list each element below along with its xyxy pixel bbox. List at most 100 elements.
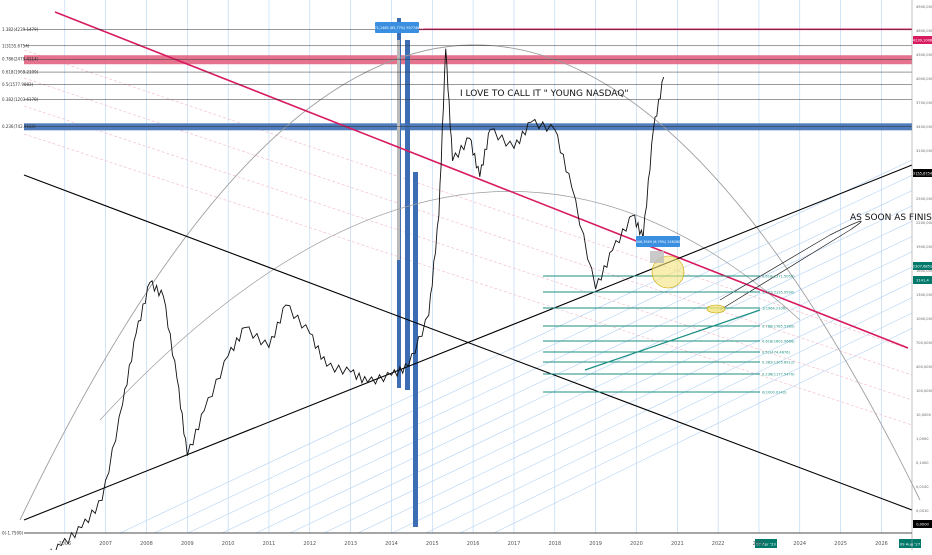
price-badge xyxy=(913,520,932,528)
y-tick-label: 1,0000 xyxy=(916,437,929,441)
fib-level-label: 0.786(2478.4114) xyxy=(2,57,39,62)
y-tick-label: 3400,0000 xyxy=(916,125,932,129)
y-tick-label: 10,0000 xyxy=(916,413,932,417)
x-tick-label: 2014 xyxy=(385,541,398,547)
channel-line xyxy=(459,312,913,534)
channel-line xyxy=(221,205,913,534)
date-badge xyxy=(899,539,921,548)
fib-level-label: 0.236(742.9164) xyxy=(2,124,36,129)
y-tick-label: 3100,0000 xyxy=(916,149,932,153)
y-tick-label: 0,1000 xyxy=(916,461,929,465)
x-tick-label: 2016 xyxy=(467,541,480,547)
black-ascending-line xyxy=(23,164,913,521)
date-badge-label: 07 Apr '23 xyxy=(756,542,776,547)
x-tick-label: 2020 xyxy=(630,541,643,547)
fib-level-label: 1(3155.6754) xyxy=(2,43,30,48)
x-tick-label: 2010 xyxy=(222,541,235,547)
channel-line xyxy=(255,220,913,534)
grey-vertical-bar xyxy=(397,40,400,260)
y-tick-label: 400,0000 xyxy=(916,365,932,369)
price-badge xyxy=(913,276,932,284)
channel-line xyxy=(425,297,913,534)
teal-fib-label: 0.618(2371.5050) xyxy=(762,275,795,279)
x-tick-label: 2012 xyxy=(303,541,316,547)
pink-fan-line xyxy=(23,77,913,376)
callout-box xyxy=(375,22,419,33)
teal-fib-label: 0.382(1305.8912) xyxy=(762,361,795,365)
channel-line xyxy=(357,266,913,534)
projection-path xyxy=(719,220,862,311)
x-tick-label: 2009 xyxy=(181,541,194,547)
teal-fib-label: 1.382(2135.9590) xyxy=(762,291,795,295)
y-tick-label: 0,0010 xyxy=(916,509,929,513)
grey-marker xyxy=(650,251,664,263)
y-tick-label: 4900,0000 xyxy=(916,5,932,9)
x-tick-label: 2018 xyxy=(548,541,561,547)
price-line xyxy=(43,48,665,555)
price-badge xyxy=(913,36,932,44)
channel-line xyxy=(153,175,913,534)
y-tick-label: 1600,0000 xyxy=(916,269,932,273)
y-tick-label: 0,0100 xyxy=(916,485,929,489)
price-badge-label: 4239,1006 xyxy=(913,39,932,43)
teal-fib-label: 1(1964.2106) xyxy=(762,307,787,311)
fib-level-label: 0.5(1577.9083) xyxy=(2,82,34,87)
x-tick-label: 2013 xyxy=(344,541,357,547)
x-tick-label: 2023 xyxy=(753,541,766,547)
inner-arc xyxy=(99,191,801,421)
x-tick-label: 2008 xyxy=(140,541,153,547)
y-tick-label: 4000,0000 xyxy=(916,77,932,81)
pink-resistance-zone xyxy=(24,55,912,65)
teal-fib-label: 0.5(1474.4676) xyxy=(762,351,791,355)
x-tick-label: 2021 xyxy=(671,541,684,547)
fib-level-label: 0.382(1203.6178) xyxy=(2,97,39,102)
x-tick-label: 2026 xyxy=(875,541,888,547)
callout-text: 9371,1465 (85,77%) 93774662 xyxy=(370,26,423,30)
y-tick-label: 1000,0000 xyxy=(916,317,932,321)
x-tick-label: 2024 xyxy=(793,541,806,547)
teal-fib-label: 0(1000.0142) xyxy=(762,391,787,395)
x-tick-label: 2011 xyxy=(263,541,276,547)
y-tick-label: 3700,0000 xyxy=(916,101,932,105)
callout-text: 346,3949 (6.79%) 246260 xyxy=(636,240,681,244)
channel-line xyxy=(391,282,913,534)
date-badge xyxy=(755,539,777,548)
x-tick-label: 2019 xyxy=(589,541,602,547)
teal-fib-label: 0.786(1785.5380) xyxy=(762,325,795,329)
blue-vertical-bar xyxy=(413,172,418,527)
channel-line xyxy=(289,236,913,534)
y-tick-label: 2200,0000 xyxy=(916,221,932,225)
x-tick-label: 2006 xyxy=(58,541,71,547)
teal-fib-label: 0.236(1177.5470) xyxy=(762,373,795,377)
highlight-circle xyxy=(651,255,685,289)
y-tick-label: 1300,0000 xyxy=(916,293,932,297)
pink-trendline xyxy=(54,11,909,349)
callout-box xyxy=(636,236,680,247)
blue-vertical-bar xyxy=(405,40,410,390)
x-tick-label: 2025 xyxy=(834,541,847,547)
x-tick-label: 2015 xyxy=(426,541,439,547)
fib-level-label: 0(-1.7500) xyxy=(2,531,24,536)
y-tick-label: 700,0000 xyxy=(916,341,932,345)
price-badge-label: 3155,6754 xyxy=(913,172,932,176)
pink-fan-line xyxy=(23,105,913,401)
fib-level-label: 1.382(4239.1479) xyxy=(2,27,39,32)
y-tick-label: 4600,0000 xyxy=(916,29,932,33)
price-badge-label: 0,0000 xyxy=(916,523,929,527)
y-tick-label: 1900,0000 xyxy=(916,245,932,249)
x-tick-label: 2017 xyxy=(508,541,521,547)
date-badge-label: 09 Aug '27 xyxy=(900,542,921,547)
price-badge-label: 2307,6851 xyxy=(913,265,932,269)
annotation-finish: AS SOON AS FINISH C xyxy=(850,213,932,223)
large-arc xyxy=(19,44,921,521)
channel-line xyxy=(119,159,913,534)
price-badge-label: 2141,4 xyxy=(916,279,929,283)
blue-support-zone xyxy=(24,123,912,131)
annotation-young-nasdaq: I LOVE TO CALL IT " YOUNG NASDAQ" xyxy=(460,89,628,99)
y-tick-label: 2800,0000 xyxy=(916,173,932,177)
teal-channel-line xyxy=(584,309,761,371)
x-tick-label: 2022 xyxy=(712,541,725,547)
teal-fib-label: 0.618(1602.9666) xyxy=(762,340,795,344)
